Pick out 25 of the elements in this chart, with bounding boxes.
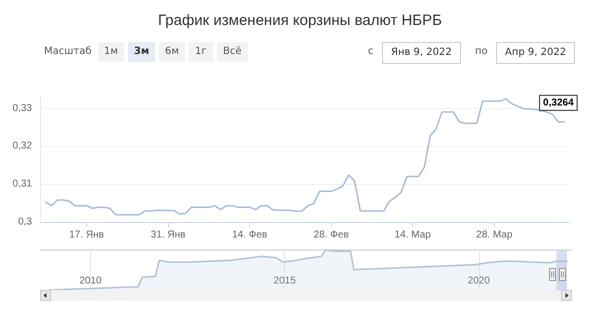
x-tick-label: 31. Янв (150, 230, 186, 240)
text: с (368, 45, 374, 59)
x-tick-label: 2015 (274, 276, 296, 286)
y-tick-label: 0,33 (12, 102, 32, 114)
text: Янв 9, 2022 (382, 42, 461, 64)
y-tick-label: 0,3 (18, 216, 32, 228)
x-tick-label: 28. Фев (314, 230, 349, 240)
x-tick-label: 17. Янв (69, 230, 104, 240)
y-tick-label: 0,31 (12, 178, 32, 190)
x-tick-label: 28. Мар (476, 230, 513, 240)
x-tick-label: 2010 (79, 276, 102, 286)
text: Всё (217, 42, 248, 62)
text: по (475, 45, 488, 59)
annotation: 0,3264 (543, 97, 574, 108)
text: 3м (128, 42, 156, 62)
text: 1г (189, 42, 213, 62)
x-tick-label: 2020 (468, 276, 490, 286)
y-tick-label: 0,32 (12, 140, 32, 152)
text: 1м (98, 42, 124, 62)
x-tick-label: 14. Мар (394, 230, 432, 240)
text: Масштаб (44, 45, 92, 59)
text: 6м (159, 42, 185, 62)
x-tick-label: 14. Фев (232, 230, 268, 240)
chart-title: График изменения корзины валют НБРБ (158, 12, 442, 29)
text: Апр 9, 2022 (496, 42, 576, 64)
